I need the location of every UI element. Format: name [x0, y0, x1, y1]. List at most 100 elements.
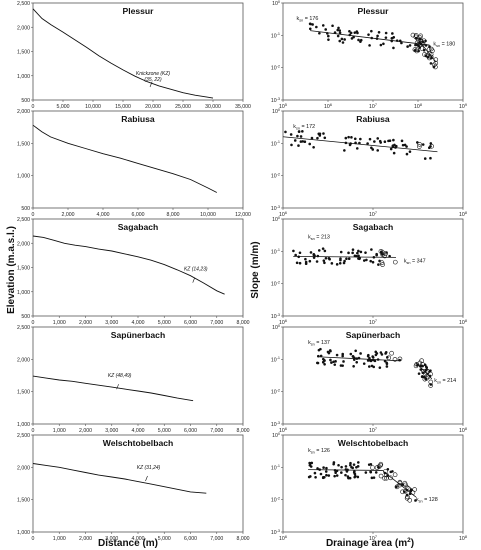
x-tick-label: 107	[369, 535, 377, 542]
data-point	[371, 148, 375, 151]
data-point	[414, 499, 417, 502]
tick-base: 10	[271, 530, 277, 536]
knickzone-label: KZ (48,49)	[108, 373, 132, 379]
ksn-value: = 214	[441, 378, 456, 384]
data-point	[308, 259, 312, 263]
data-point	[315, 25, 318, 29]
data-point	[344, 473, 347, 477]
data-point	[392, 151, 396, 155]
knickzone-label: Knickzone (KZ)	[136, 71, 171, 77]
plot-frame	[32, 326, 244, 425]
y-tick-label: 2,500	[17, 325, 30, 331]
data-point	[321, 360, 325, 364]
knickzone-point	[392, 259, 398, 265]
x-tick-label: 7,000	[210, 320, 223, 326]
panel-title: Sapünerbach	[111, 330, 165, 340]
drainage-area-label-main: Drainage area (m	[326, 538, 407, 549]
knickzone-point	[378, 462, 383, 468]
data-point	[421, 371, 425, 374]
data-point	[384, 31, 388, 35]
data-point	[294, 253, 297, 257]
y-tick-label: 10-2	[271, 64, 280, 71]
data-point	[351, 251, 354, 255]
elevation-profile-panel: Rabiusa 0 2,000 4,000 6,000 8,000 10,000 12,000…	[17, 109, 251, 218]
tick-exponent: -3	[277, 205, 280, 209]
tick-exponent: 6	[330, 103, 332, 107]
data-point	[324, 28, 328, 31]
slope-area-points	[307, 461, 417, 503]
knickzone-point	[370, 465, 375, 470]
data-point	[332, 462, 335, 466]
fit-line	[415, 362, 433, 380]
data-point	[421, 364, 424, 368]
data-point	[362, 362, 366, 365]
data-point	[284, 130, 287, 134]
data-point	[368, 137, 372, 141]
data-point	[344, 136, 348, 140]
data-point	[311, 23, 314, 26]
tick-exponent: -1	[277, 248, 280, 252]
tick-base: 10	[271, 174, 277, 180]
data-point	[362, 259, 366, 262]
data-point	[385, 365, 389, 368]
data-point	[348, 476, 352, 480]
data-point	[359, 137, 362, 141]
tick-exponent: 8	[465, 427, 467, 431]
knickzone-point	[378, 473, 384, 479]
tick-base: 10	[414, 104, 420, 110]
data-point	[325, 466, 328, 470]
knickzone-point	[428, 54, 434, 60]
knickzone-point	[384, 475, 389, 481]
data-point	[377, 263, 380, 266]
data-point	[428, 146, 431, 150]
x-tick-label: 25,000	[175, 104, 191, 110]
data-point	[324, 256, 328, 260]
tick-exponent: -1	[277, 356, 280, 360]
data-point	[371, 355, 374, 358]
knickzone-pointer	[145, 475, 148, 482]
data-point	[392, 138, 395, 142]
data-point	[343, 149, 346, 152]
data-point	[334, 360, 337, 363]
ksn-value: = 213	[315, 234, 330, 240]
knickzone-point	[400, 489, 405, 495]
x-tick-label: 6,000	[184, 428, 197, 434]
data-point	[341, 354, 344, 358]
y-tick-label: 10-3	[271, 313, 280, 320]
tick-exponent: -2	[277, 64, 280, 68]
x-tick-label: 2,000	[79, 536, 92, 542]
tick-base: 10	[271, 390, 277, 396]
data-point	[422, 48, 426, 52]
data-point	[336, 34, 340, 38]
data-point	[345, 470, 349, 473]
panel-title: Sagabach	[353, 222, 394, 232]
fit-line	[308, 469, 384, 471]
tick-exponent: -2	[277, 172, 280, 176]
y-tick-label: 10-3	[271, 205, 280, 212]
data-point	[424, 365, 428, 368]
data-point	[337, 26, 340, 30]
data-point	[316, 136, 319, 140]
x-tick-label: 108	[414, 103, 422, 110]
ksn-subscript: sn	[299, 18, 303, 22]
panel-title: Sagabach	[118, 222, 159, 232]
profile-line	[32, 235, 225, 295]
fit-line	[282, 136, 438, 153]
data-point	[384, 352, 387, 355]
panel-title: Rabiusa	[121, 114, 155, 124]
y-tick-label: 10-1	[271, 464, 280, 471]
data-point	[359, 40, 362, 43]
data-point	[375, 352, 379, 355]
knickzone-point	[379, 260, 385, 265]
tick-exponent: -2	[277, 496, 280, 500]
data-point	[374, 471, 378, 474]
ksn-value: = 137	[315, 340, 330, 346]
profile-line	[32, 124, 218, 193]
data-point	[338, 261, 342, 265]
ksn-symbol: k	[308, 340, 311, 346]
tick-base: 10	[279, 320, 285, 326]
knickzone-point	[376, 464, 382, 469]
